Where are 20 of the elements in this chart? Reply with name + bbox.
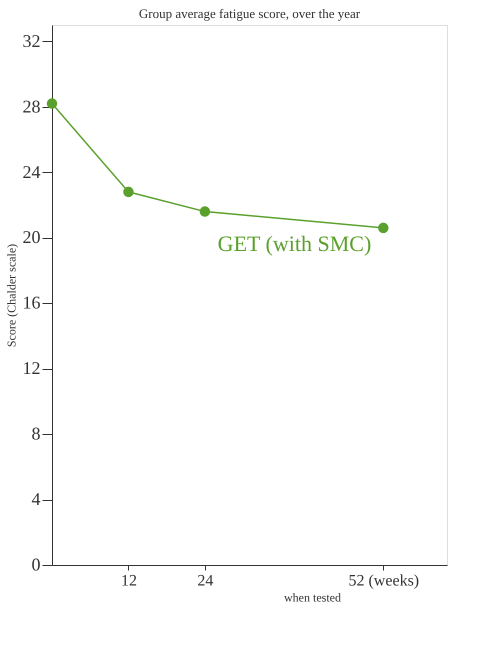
y-tick-label: 4 [32, 489, 40, 510]
x-tick-label: 12 [120, 572, 137, 590]
point [123, 186, 134, 198]
x-axis-title: when tested [284, 590, 341, 604]
y-tick-label: 28 [22, 96, 40, 116]
point [378, 222, 389, 234]
y-tick-label: 12 [22, 358, 40, 378]
y-tick-label: 32 [22, 30, 40, 51]
y-tick-label: 0 [32, 554, 40, 574]
y-axis-title: Score (Chalder scale) [4, 244, 18, 348]
series-label: GET (with SMC) [218, 230, 372, 256]
y-tick-label: 8 [32, 424, 40, 444]
y-tick-label: 24 [22, 162, 40, 182]
y-tick-label: 16 [22, 292, 40, 313]
x-tick-label: 52 (weeks) [348, 572, 420, 590]
point [46, 98, 58, 109]
y-tick-label: 20 [22, 227, 40, 248]
chart-title: Group average fatigue score, over the year [138, 6, 361, 21]
x-tick-label: 24 [197, 572, 214, 590]
point [200, 206, 210, 217]
